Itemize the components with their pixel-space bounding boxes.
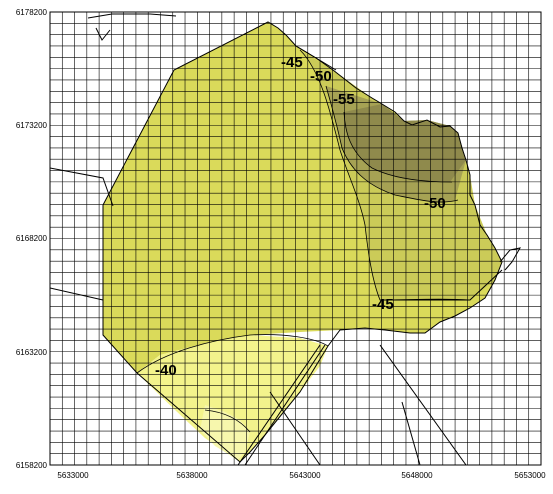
y-tick-label: 6168200 (16, 234, 48, 243)
road-line-south-3 (401, 401, 421, 465)
contour-label: -45 (281, 54, 303, 71)
x-tick-label: 5633000 (57, 471, 89, 480)
south-lighter-zone (200, 405, 250, 460)
road-line-south-2 (379, 344, 467, 465)
contour-line-minus-55 (343, 111, 453, 183)
contour-label: -40 (155, 362, 177, 379)
map-frame (49, 11, 542, 466)
contour-label: -55 (333, 91, 355, 108)
road-line-west (50, 167, 114, 207)
railway-line-1 (244, 344, 326, 465)
road-line-north (87, 13, 177, 19)
land-boundary-outline (102, 21, 503, 463)
contour-label: -50 (424, 195, 446, 212)
x-tick-label: 5643000 (289, 471, 321, 480)
band-minus-55 (344, 104, 466, 182)
river-line (95, 27, 111, 41)
y-tick-label: 6178200 (16, 8, 48, 17)
x-tick-label: 5653000 (514, 471, 546, 480)
road-line-south-1 (269, 391, 321, 465)
x-tick-label: 5638000 (176, 471, 208, 480)
road-line-southwest (50, 287, 104, 301)
coast-wiggle (499, 247, 521, 271)
y-tick-label: 6158200 (16, 461, 48, 470)
y-tick-label: 6163200 (16, 348, 48, 357)
x-tick-label: 5648000 (401, 471, 433, 480)
road-line-east (380, 269, 503, 301)
contour-label: -50 (310, 68, 332, 85)
contour-label: -45 (372, 296, 394, 313)
grid-lines (50, 12, 541, 465)
contour-line-minus-40 (136, 334, 329, 374)
y-tick-label: 6173200 (16, 121, 48, 130)
contour-line-minus-50 (325, 85, 459, 203)
road-line-north-east (295, 45, 337, 71)
